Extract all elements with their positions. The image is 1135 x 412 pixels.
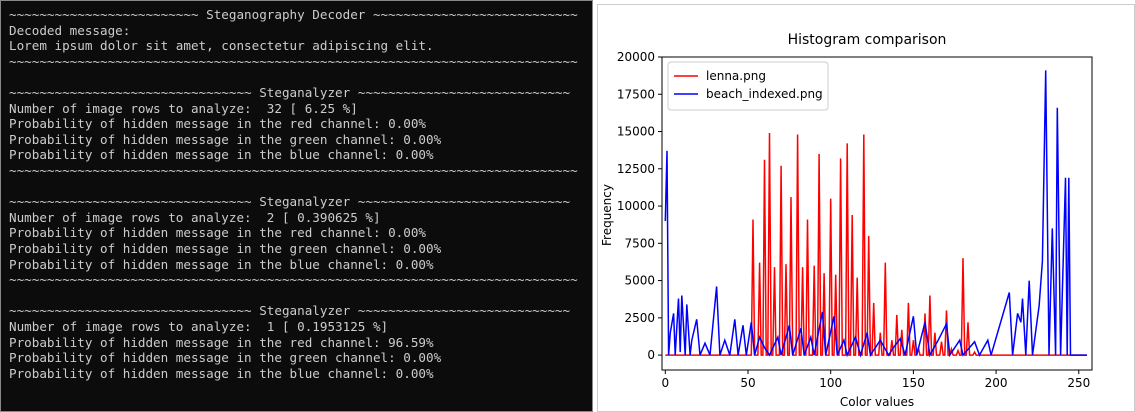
terminal-line: ~~~~~~~~~~~~~~~~~~~~~~~~~ Steganography … xyxy=(9,7,578,22)
y-tick-label: 0 xyxy=(647,348,655,362)
y-tick-label: 20000 xyxy=(617,50,655,64)
terminal-line: Probability of hidden message in the red… xyxy=(9,225,427,241)
x-tick-label: 100 xyxy=(819,376,842,390)
terminal-line: Number of image rows to analyze: 32 [ 6.… xyxy=(9,100,358,116)
terminal-line: Probability of hidden message in the gre… xyxy=(9,350,442,366)
x-tick-label: 50 xyxy=(740,376,755,390)
terminal-line: ~~~~~~~~~~~~~~~~~~~~~~~~~~~~~~~~ Stegana… xyxy=(9,194,571,210)
terminal-line: Probability of hidden message in the gre… xyxy=(9,241,442,256)
x-axis-label: Color values xyxy=(840,395,914,409)
terminal-line: Probability of hidden message in the blu… xyxy=(9,147,434,163)
terminal-line: Probability of hidden message in the gre… xyxy=(9,131,442,147)
y-tick-label: 2500 xyxy=(624,311,655,325)
y-tick-label: 10000 xyxy=(617,199,655,213)
terminal: ~~~~~~~~~~~~~~~~~~~~~~~~~ Steganography … xyxy=(0,0,593,412)
terminal-line: Probability of hidden message in the blu… xyxy=(9,256,434,272)
x-tick-label: 0 xyxy=(661,376,669,390)
terminal-line: Number of image rows to analyze: 2 [ 0.3… xyxy=(9,209,381,225)
terminal-line: Probability of hidden message in the blu… xyxy=(9,365,434,381)
terminal-line: ~~~~~~~~~~~~~~~~~~~~~~~~~~~~~~~~~~~~~~~~… xyxy=(9,272,578,288)
x-tick-label: 250 xyxy=(1067,376,1090,390)
y-tick-label: 15000 xyxy=(617,125,655,139)
terminal-line: Probability of hidden message in the red… xyxy=(9,116,427,132)
y-tick-label: 7500 xyxy=(624,236,655,250)
chart-title: Histogram comparison xyxy=(788,32,947,48)
y-axis-label: Frequency xyxy=(600,184,614,246)
series-line xyxy=(665,132,1087,356)
terminal-line: Lorem ipsum dolor sit amet, consectetur … xyxy=(9,38,434,54)
legend-label: lenna.png xyxy=(706,69,766,83)
terminal-line: ~~~~~~~~~~~~~~~~~~~~~~~~~~~~~~~~ Stegana… xyxy=(9,303,571,319)
terminal-line: ~~~~~~~~~~~~~~~~~~~~~~~~~~~~~~~~~~~~~~~~… xyxy=(9,163,578,178)
legend-label: beach_indexed.png xyxy=(706,87,823,101)
legend-box xyxy=(667,61,829,111)
y-tick-label: 17500 xyxy=(617,87,655,101)
chart: Histogram comparison Color values Freque… xyxy=(597,4,1135,412)
terminal-line: ~~~~~~~~~~~~~~~~~~~~~~~~~~~~~~~~ Stegana… xyxy=(9,85,571,100)
y-tick-label: 5000 xyxy=(624,274,655,288)
plot-frame xyxy=(661,56,1093,371)
x-tick-label: 200 xyxy=(985,376,1008,390)
y-tick-label: 12500 xyxy=(617,162,655,176)
terminal-line: ~~~~~~~~~~~~~~~~~~~~~~~~~~~~~~~~~~~~~~~~… xyxy=(9,53,578,69)
series-line xyxy=(664,70,1087,358)
terminal-line: Number of image rows to analyze: 1 [ 0.1… xyxy=(9,319,389,334)
terminal-line: Probability of hidden message in the red… xyxy=(9,334,434,350)
x-tick-label: 150 xyxy=(902,376,925,390)
terminal-line: Decoded message: xyxy=(9,22,131,38)
